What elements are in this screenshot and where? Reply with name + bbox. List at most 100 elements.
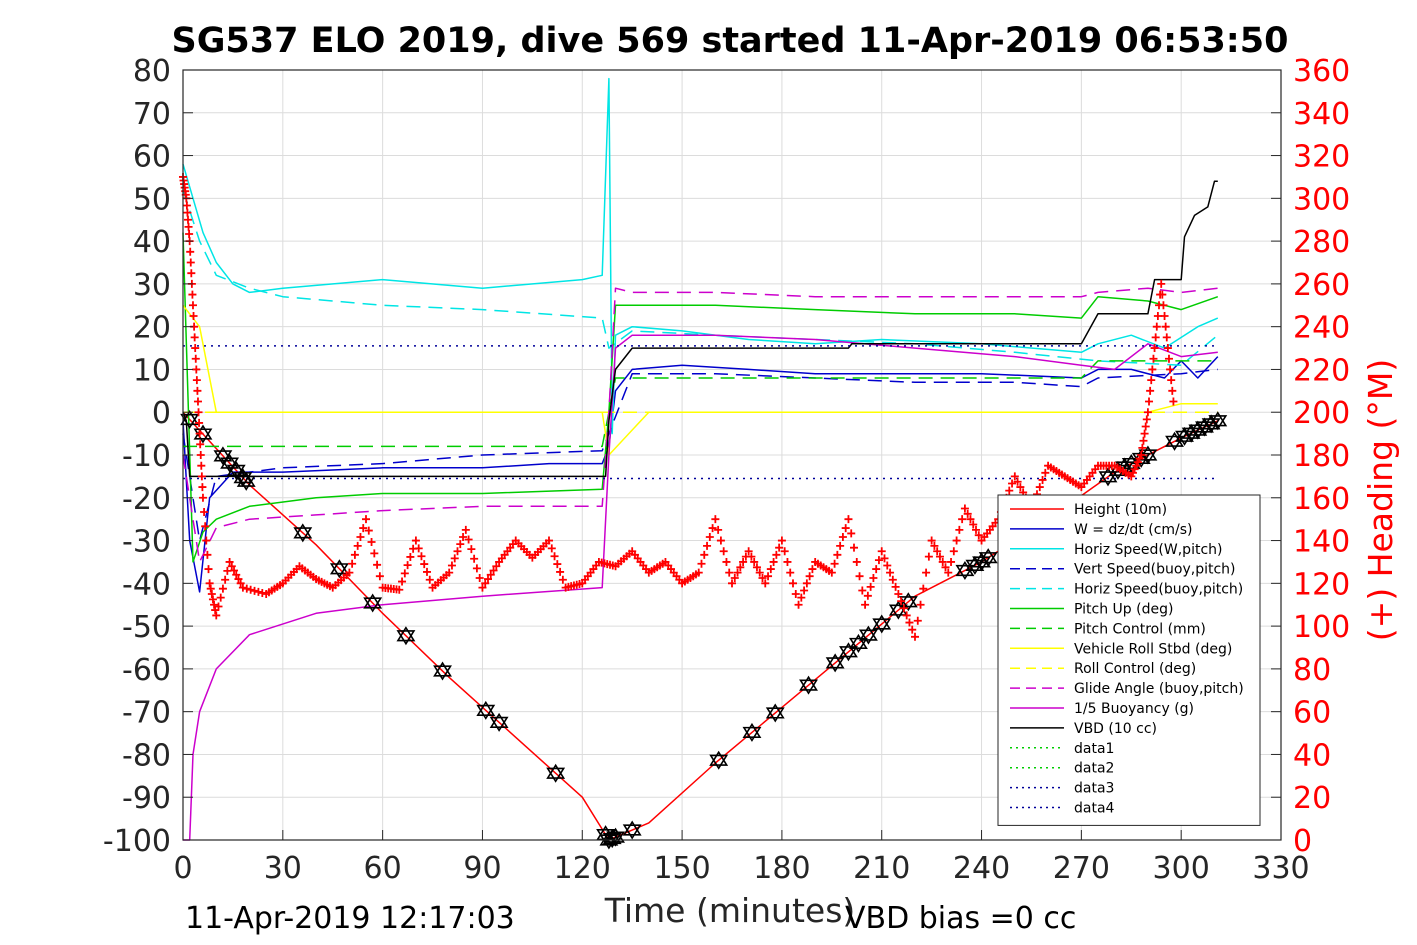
series-line-pitch-up-deg xyxy=(182,232,1219,563)
heading-marker xyxy=(456,540,465,549)
marker-triangle-down xyxy=(825,657,845,673)
heading-marker xyxy=(486,570,495,579)
heading-marker xyxy=(208,595,217,604)
marker-triangle-down xyxy=(476,704,496,720)
marker-triangle-up xyxy=(1131,448,1151,465)
heading-marker xyxy=(184,222,193,231)
heading-marker xyxy=(191,344,200,353)
marker-triangle-up xyxy=(799,675,818,691)
heading-marker xyxy=(869,573,878,582)
heading-marker xyxy=(201,522,210,531)
height-sample-marker xyxy=(236,471,256,491)
y-right-tick-label: 40 xyxy=(1293,738,1331,773)
heading-marker xyxy=(478,583,487,592)
y-tick-label: 10 xyxy=(133,353,171,388)
legend-label: Glide Angle (buoy,pitch) xyxy=(1074,681,1244,697)
heading-marker xyxy=(877,547,886,556)
heading-marker xyxy=(1008,479,1017,488)
heading-marker xyxy=(924,552,933,561)
y-tick-label: -40 xyxy=(122,567,171,602)
height-sample-marker xyxy=(765,703,785,723)
y-right-tick-label: 260 xyxy=(1293,268,1350,303)
y-tick-label: -20 xyxy=(122,482,171,517)
heading-marker xyxy=(450,554,459,563)
heading-marker xyxy=(225,557,234,566)
height-sample-marker xyxy=(1138,445,1158,465)
heading-marker xyxy=(545,536,553,545)
heading-marker xyxy=(1163,344,1172,353)
marker-triangle-down xyxy=(546,767,566,783)
marker-triangle-up xyxy=(1208,411,1228,427)
marker-triangle-down xyxy=(293,527,313,543)
heading-marker xyxy=(736,563,745,572)
marker-triangle-down xyxy=(839,646,858,662)
y-tick-label: -80 xyxy=(122,738,171,773)
heading-marker xyxy=(553,560,562,569)
heading-marker xyxy=(350,550,359,559)
heading-marker xyxy=(475,573,484,582)
heading-marker xyxy=(195,418,204,427)
marker-triangle-up xyxy=(872,614,892,630)
heading-marker xyxy=(1160,311,1169,320)
heading-marker xyxy=(697,559,706,568)
heading-marker xyxy=(195,429,204,438)
x-tick-label: 150 xyxy=(653,851,710,886)
marker-triangle-up xyxy=(489,712,509,728)
heading-marker xyxy=(406,552,415,561)
heading-marker xyxy=(827,568,836,577)
marker-triangle-down xyxy=(433,665,452,681)
heading-marker xyxy=(1137,451,1146,459)
heading-marker xyxy=(752,563,761,572)
heading-marker xyxy=(194,408,203,417)
height-sample-marker xyxy=(839,642,858,662)
series-line-vert-speed-buoy-pitch xyxy=(182,368,1218,542)
height-sample-marker xyxy=(709,750,729,770)
marker-triangle-down xyxy=(1138,449,1158,465)
marker-triangle-up xyxy=(236,471,256,487)
y-tick-label: -100 xyxy=(103,824,171,859)
heading-marker xyxy=(972,525,980,534)
heading-marker xyxy=(197,472,206,481)
legend-label: data1 xyxy=(1074,741,1114,757)
marker-triangle-up xyxy=(1181,423,1201,439)
heading-marker xyxy=(883,561,892,570)
marker-triangle-up xyxy=(839,642,858,658)
heading-marker xyxy=(941,563,950,572)
marker-triangle-down xyxy=(226,464,246,480)
y-right-tick-label: 320 xyxy=(1293,140,1350,175)
legend-label: Roll Control (deg) xyxy=(1074,661,1196,677)
y-right-tick-label: 280 xyxy=(1293,225,1350,260)
series-line-vbd-10-cc xyxy=(182,180,1218,478)
heading-marker xyxy=(935,552,944,561)
marker-triangle-down xyxy=(858,629,878,645)
y-tick-label: -60 xyxy=(122,653,171,688)
heading-marker xyxy=(489,566,498,575)
marker-triangle-up xyxy=(709,750,729,766)
heading-marker xyxy=(947,557,956,566)
heading-marker xyxy=(230,566,239,575)
heading-marker xyxy=(196,451,205,459)
heading-marker xyxy=(420,560,429,569)
right-axis-label: (+) Heading (°M) xyxy=(1361,359,1400,641)
marker-triangle-up xyxy=(622,820,642,836)
heading-marker xyxy=(719,547,728,556)
heading-marker xyxy=(1143,408,1152,417)
marker-triangle-up xyxy=(1195,417,1214,433)
marker-triangle-down xyxy=(972,556,991,572)
heading-marker xyxy=(417,552,426,561)
heading-marker xyxy=(897,597,906,606)
heading-marker xyxy=(202,536,211,545)
heading-marker xyxy=(348,559,357,568)
y-tick-label: 20 xyxy=(133,311,171,346)
marker-triangle-up xyxy=(396,626,416,642)
heading-marker xyxy=(472,564,481,573)
heading-marker xyxy=(725,568,734,577)
heading-marker xyxy=(1041,468,1050,477)
heading-marker xyxy=(708,524,717,533)
heading-marker xyxy=(963,509,972,518)
heading-marker xyxy=(728,579,736,588)
height-sample-marker xyxy=(955,560,975,581)
heading-marker xyxy=(841,524,850,533)
heading-marker xyxy=(847,529,856,538)
